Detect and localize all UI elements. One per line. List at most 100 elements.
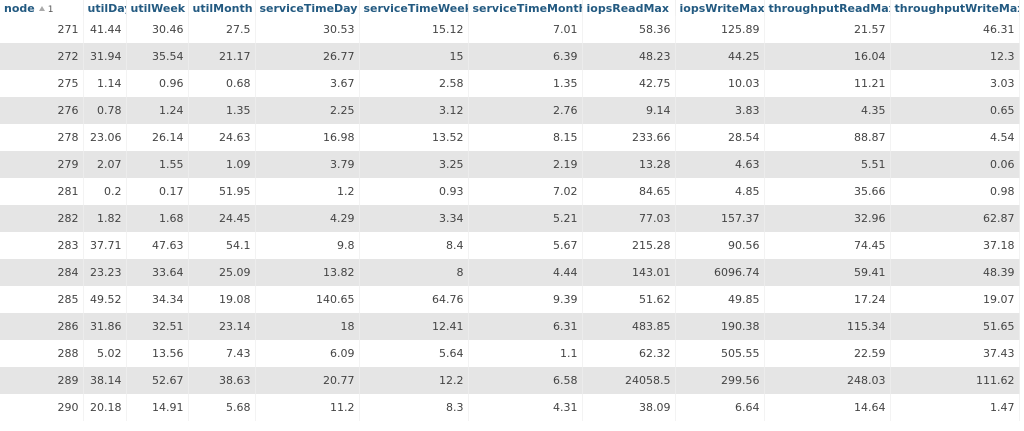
cell: 49.52: [83, 286, 127, 313]
cell: 16.98: [255, 124, 360, 151]
cell: 12.41: [359, 313, 469, 340]
table-row: 284 23.23 33.64 25.09 13.82 8 4.44 143.01 6096.7…: [0, 259, 1020, 286]
cell: 30.46: [126, 16, 189, 43]
column-name[interactable]: serviceTimeMonth: [472, 1, 582, 15]
cell: 34.34: [126, 286, 189, 313]
column-header[interactable]: utilDay: [83, 0, 127, 16]
cell: 1.2: [255, 178, 360, 205]
cell: 125.89: [675, 16, 765, 43]
column-name[interactable]: throughputReadMax: [768, 1, 890, 15]
cell: 284: [0, 259, 84, 286]
cell: 12.2: [359, 367, 469, 394]
table-row: 271 41.44 30.46 27.5 30.53 15.12 7.01 58.36 125.…: [0, 16, 1020, 43]
column-name[interactable]: utilDay: [87, 1, 126, 15]
column-name[interactable]: throughputWriteMax: [894, 1, 1019, 15]
cell: 0.65: [890, 97, 1020, 124]
cell: 5.67: [468, 232, 583, 259]
cell: 14.64: [764, 394, 891, 421]
cell: 4.29: [255, 205, 360, 232]
cell: 42.75: [582, 70, 676, 97]
cell: 5.68: [188, 394, 256, 421]
column-header[interactable]: utilMonth: [188, 0, 256, 16]
cell: 233.66: [582, 124, 676, 151]
cell: 23.14: [188, 313, 256, 340]
cell: 15.12: [359, 16, 469, 43]
cell: 5.64: [359, 340, 469, 367]
cell: 90.56: [675, 232, 765, 259]
column-name[interactable]: node: [4, 1, 35, 15]
cell: 6.31: [468, 313, 583, 340]
cell: 290: [0, 394, 84, 421]
cell: 62.87: [890, 205, 1020, 232]
cell: 33.64: [126, 259, 189, 286]
cell: 276: [0, 97, 84, 124]
cell: 271: [0, 16, 84, 43]
cell: 505.55: [675, 340, 765, 367]
cell: 282: [0, 205, 84, 232]
column-header[interactable]: throughputWriteMax: [890, 0, 1020, 16]
cell: 62.32: [582, 340, 676, 367]
cell: 288: [0, 340, 84, 367]
cell: 190.38: [675, 313, 765, 340]
cell: 13.52: [359, 124, 469, 151]
column-name[interactable]: iopsReadMax: [586, 1, 669, 15]
cell: 19.07: [890, 286, 1020, 313]
cell: 25.09: [188, 259, 256, 286]
cell: 3.03: [890, 70, 1020, 97]
cell: 5.21: [468, 205, 583, 232]
cell: 27.5: [188, 16, 256, 43]
cell: 9.14: [582, 97, 676, 124]
cell: 37.18: [890, 232, 1020, 259]
cell: 2.58: [359, 70, 469, 97]
cell: 1.24: [126, 97, 189, 124]
cell: 21.57: [764, 16, 891, 43]
cell: 47.63: [126, 232, 189, 259]
cell: 1.09: [188, 151, 256, 178]
column-header[interactable]: iopsWriteMax: [675, 0, 765, 16]
column-name[interactable]: serviceTimeDay: [259, 1, 358, 15]
column-name[interactable]: utilWeek: [130, 1, 186, 15]
cell: 4.54: [890, 124, 1020, 151]
cell: 4.31: [468, 394, 583, 421]
table-row: 283 37.71 47.63 54.1 9.8 8.4 5.67 215.28 90.56 74…: [0, 232, 1020, 259]
cell: 2.25: [255, 97, 360, 124]
column-header[interactable]: throughputReadMax: [764, 0, 891, 16]
cell: 20.18: [83, 394, 127, 421]
table-row: 286 31.86 32.51 23.14 18 12.41 6.31 483.85 190.3…: [0, 313, 1020, 340]
cell: 0.2: [83, 178, 127, 205]
column-name[interactable]: iopsWriteMax: [679, 1, 764, 15]
cell: 2.19: [468, 151, 583, 178]
cell: 4.63: [675, 151, 765, 178]
cell: 26.14: [126, 124, 189, 151]
cell: 8.15: [468, 124, 583, 151]
column-header[interactable]: serviceTimeDay: [255, 0, 360, 16]
cell: 49.85: [675, 286, 765, 313]
column-name[interactable]: utilMonth: [192, 1, 253, 15]
cell: 8: [359, 259, 469, 286]
cell: 6.09: [255, 340, 360, 367]
table-row: 288 5.02 13.56 7.43 6.09 5.64 1.1 62.32 505.55 22…: [0, 340, 1020, 367]
cell: 0.98: [890, 178, 1020, 205]
cell: 37.71: [83, 232, 127, 259]
column-header[interactable]: serviceTimeWeek: [359, 0, 469, 16]
column-header[interactable]: serviceTimeMonth: [468, 0, 583, 16]
column-header[interactable]: node 1: [0, 0, 84, 16]
cell: 5.02: [83, 340, 127, 367]
cell: 35.54: [126, 43, 189, 70]
cell: 24058.5: [582, 367, 676, 394]
column-header[interactable]: iopsReadMax: [582, 0, 676, 16]
cell: 1.82: [83, 205, 127, 232]
cell: 272: [0, 43, 84, 70]
cell: 1.68: [126, 205, 189, 232]
cell: 22.59: [764, 340, 891, 367]
cell: 3.79: [255, 151, 360, 178]
cell: 1.35: [468, 70, 583, 97]
table-row: 278 23.06 26.14 24.63 16.98 13.52 8.15 233.66 28…: [0, 124, 1020, 151]
cell: 1.1: [468, 340, 583, 367]
cell: 3.34: [359, 205, 469, 232]
sort-order: 1: [47, 4, 54, 15]
column-header[interactable]: utilWeek: [126, 0, 189, 16]
cell: 48.23: [582, 43, 676, 70]
column-name[interactable]: serviceTimeWeek: [363, 1, 468, 15]
